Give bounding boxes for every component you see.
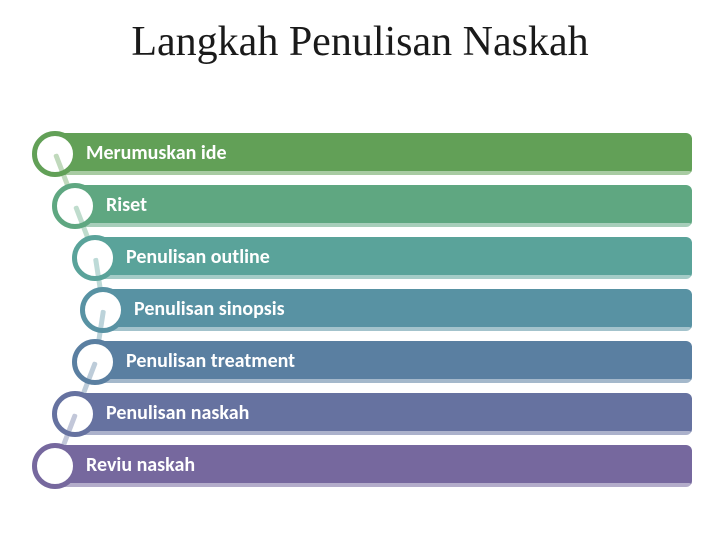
step-label: Reviu naskah	[86, 453, 195, 477]
step-underbar	[98, 327, 692, 333]
step-underbar	[50, 171, 692, 177]
step-2: Penulisan outline	[0, 232, 720, 284]
step-6: Reviu naskah	[0, 440, 720, 492]
step-underbar	[90, 379, 692, 385]
step-bar	[70, 185, 692, 227]
steps-container: Merumuskan ide Riset Penulisan outline Penu…	[0, 128, 720, 492]
step-label: Penulisan naskah	[106, 401, 249, 425]
step-label: Riset	[106, 193, 147, 217]
page-title: Langkah Penulisan Naskah	[0, 18, 720, 66]
step-circle	[32, 443, 78, 489]
step-label: Penulisan sinopsis	[134, 297, 285, 321]
step-label: Penulisan outline	[126, 245, 270, 269]
step-1: Riset	[0, 180, 720, 232]
step-0: Merumuskan ide	[0, 128, 720, 180]
step-underbar	[70, 223, 692, 229]
step-label: Merumuskan ide	[86, 141, 227, 165]
step-underbar	[70, 431, 692, 437]
step-3: Penulisan sinopsis	[0, 284, 720, 336]
step-4: Penulisan treatment	[0, 336, 720, 388]
step-underbar	[50, 483, 692, 489]
step-underbar	[90, 275, 692, 281]
step-label: Penulisan treatment	[126, 349, 295, 373]
step-5: Penulisan naskah	[0, 388, 720, 440]
